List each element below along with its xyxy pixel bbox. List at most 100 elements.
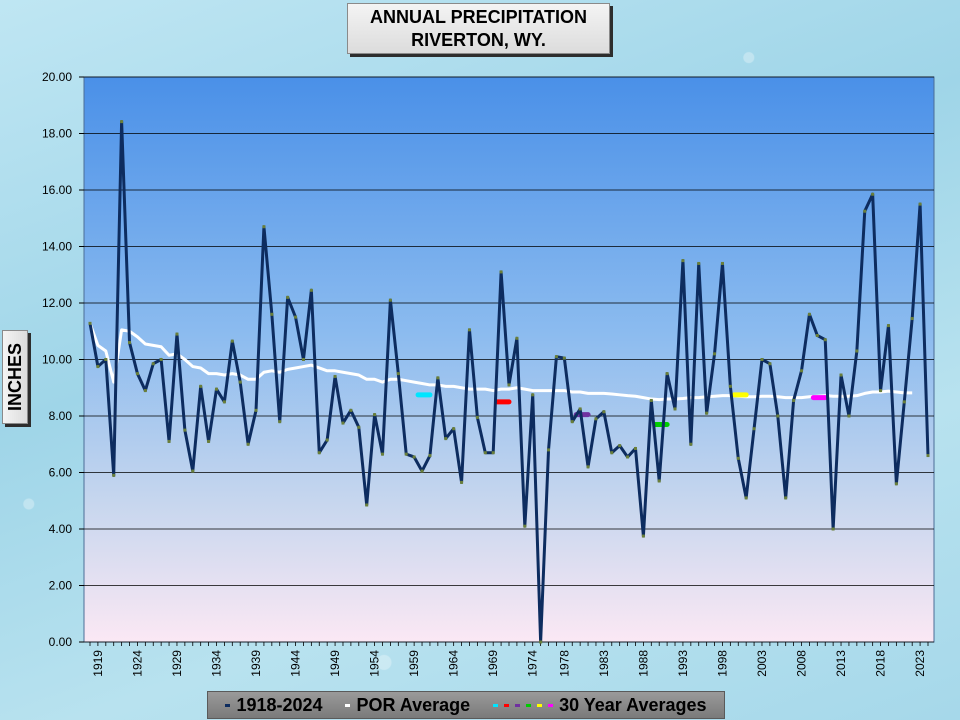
data-point [167,439,171,443]
data-point [918,202,922,206]
data-point [649,398,653,402]
data-point [831,527,835,531]
legend-item-por-average: POR Average [345,695,470,716]
x-tick-label: 2013 [834,650,848,677]
x-tick-label: 1959 [407,650,421,677]
y-axis-label: INCHES [5,343,25,412]
data-point [531,393,535,397]
data-point [752,427,756,431]
data-point [214,387,218,391]
legend-swatch-30yr-5 [537,703,543,707]
data-point [705,411,709,415]
data-point [143,389,147,393]
data-point [404,452,408,456]
data-point [657,479,661,483]
x-tick-label: 1988 [636,650,650,677]
x-tick-label: 2003 [755,650,769,677]
legend-swatch-30yr-6 [548,703,554,707]
data-point [760,358,764,361]
data-point [286,295,290,299]
x-axis-ticks: 1919 1924 1929 1934 1939 1944 1949 1954 1959 1964… [89,642,929,677]
x-tick-label: 1944 [289,650,303,677]
data-point [523,524,527,528]
x-tick-label: 1954 [368,650,382,677]
data-point [412,455,416,459]
legend-label-observed: 1918-2024 [236,694,323,715]
chart-title-box: ANNUAL PRECIPITATION RIVERTON, WY. [347,3,610,54]
data-point [547,448,551,452]
precipitation-series [88,120,930,644]
data-point [373,413,377,417]
y-tick-label: 0.00 [49,635,73,649]
data-point [633,446,637,450]
x-tick-label: 1974 [526,650,540,677]
y-tick-label: 12.00 [42,296,72,310]
x-tick-label: 1983 [597,650,611,677]
data-point [665,372,669,376]
legend-item-observed: 1918-2024 [225,694,323,716]
data-point [792,398,796,402]
chart-title-line-2: RIVERTON, WY. [411,30,546,50]
x-tick-label: 2023 [913,650,927,677]
y-tick-label: 14.00 [42,240,72,254]
data-point [120,120,124,124]
legend-swatch-30yr-3 [515,703,521,707]
data-point [800,369,804,373]
data-point [926,454,930,458]
data-point [88,321,92,325]
data-point [388,298,392,302]
data-point [112,473,116,477]
data-point [270,312,274,316]
data-point [341,421,345,425]
x-tick-label: 2018 [874,650,888,677]
data-point [570,420,574,424]
data-point [894,482,898,486]
x-tick-label: 1939 [249,650,263,677]
legend-swatch-30yr-1 [493,703,499,707]
data-point [902,400,906,404]
y-tick-label: 16.00 [42,183,72,197]
y-tick-label: 4.00 [49,522,73,536]
data-point [618,444,622,448]
data-point [128,341,132,345]
data-point [230,339,234,343]
data-point [610,451,614,455]
data-point [602,410,606,414]
data-point [444,437,448,441]
data-point [839,373,843,377]
grid-lines [84,76,934,643]
y-tick-label: 18.00 [42,127,72,141]
data-point [238,380,242,384]
data-point [681,259,685,263]
data-point [262,225,266,229]
data-point [381,452,385,456]
legend: 1918-2024 POR Average 30 Year Averages [207,691,725,719]
data-point [246,442,250,446]
data-point [301,358,305,361]
x-tick-label: 1964 [447,650,461,677]
data-point [910,317,914,321]
data-point [365,503,369,507]
data-point [96,365,100,369]
data-point [815,333,819,337]
data-point [744,496,748,500]
data-point [871,192,875,196]
x-tick-label: 1978 [557,650,571,677]
data-point [333,374,337,378]
data-point [483,451,487,455]
x-tick-label: 1934 [209,650,223,677]
data-point [475,415,479,419]
legend-item-30yr-averages: 30 Year Averages [493,695,707,716]
data-point [784,496,788,500]
legend-swatch-30yr-4 [526,703,532,707]
data-point [886,324,890,328]
legend-swatch-30yr-averages [493,703,554,707]
y-tick-label: 2.00 [49,579,73,593]
y-tick-label: 10.00 [42,353,72,367]
data-point [562,356,566,360]
data-point [467,328,471,332]
data-point [807,312,811,316]
y-tick-label: 8.00 [49,409,73,423]
data-point [309,288,313,292]
